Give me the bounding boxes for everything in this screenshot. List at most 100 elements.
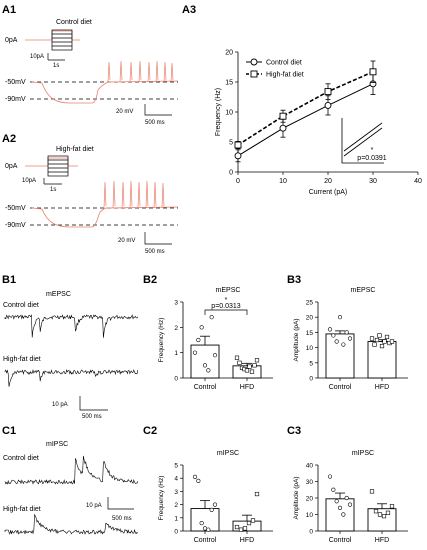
b1-title: mEPSC bbox=[46, 291, 71, 298]
panel-label-c2: C2 bbox=[143, 425, 157, 437]
a1-diet-label: Control diet bbox=[56, 19, 92, 26]
b2-dot-circle bbox=[209, 315, 214, 320]
b3-chart: mEPSC 0 5 10 15 20 25 Amplitude (pA) Control HFD bbox=[293, 287, 408, 391]
a3-point-square bbox=[369, 68, 377, 76]
a3-x-tick-label: 10 bbox=[279, 178, 287, 185]
b1-traces bbox=[4, 314, 139, 387]
b2-dot-square bbox=[237, 360, 242, 365]
a2-step-ladder bbox=[47, 155, 69, 177]
c2-dot-circle bbox=[192, 474, 198, 479]
a3-inset-axes bbox=[341, 118, 384, 164]
c3-dot-circle bbox=[344, 495, 349, 501]
b1-scalebar bbox=[79, 396, 108, 411]
a2-mv-label: 20 mV bbox=[118, 238, 135, 244]
c2-chart: mIPSC 0 1 2 3 4 5 Frequency (Hz) Control HFD bbox=[158, 450, 273, 544]
c2-dot-square bbox=[242, 526, 248, 531]
panel-label-a2: A2 bbox=[2, 133, 16, 145]
b2-x-tick-label: HFD bbox=[240, 384, 254, 391]
a3-inset-line-control bbox=[343, 127, 383, 157]
c3-title: mIPSC bbox=[352, 450, 374, 457]
c3-y-axis-label: Amplitude (pA) bbox=[293, 477, 300, 520]
a3-series-line-1 bbox=[237, 71, 374, 146]
c1-hfd-label: High-fat diet bbox=[3, 506, 41, 513]
b1-hfd-label: High-fat diet bbox=[3, 356, 41, 363]
a3-x-tick-label: 30 bbox=[369, 178, 377, 185]
a1-mv-label: 20 mV bbox=[116, 109, 133, 115]
c3-dot-circle bbox=[337, 505, 343, 511]
c3-dot-square bbox=[369, 489, 375, 494]
b1-trace-control bbox=[4, 314, 139, 338]
c2-x-tick-label: Control bbox=[194, 537, 217, 544]
b2-dot-square bbox=[254, 358, 260, 363]
a3-chart: 0 5 10 15 20 0 10 20 30 40 Current (pA) Frequency (… bbox=[215, 50, 422, 197]
a2-ms-label: 500 ms bbox=[145, 249, 165, 255]
a1-trace bbox=[31, 80, 179, 104]
a2-trace bbox=[31, 206, 179, 228]
b2-dot-square bbox=[244, 368, 250, 373]
a3-series-line-0 bbox=[237, 83, 374, 157]
a1-spikes bbox=[107, 60, 174, 83]
a2-mv-scalebar bbox=[144, 232, 172, 245]
c3-dot-circle bbox=[327, 474, 333, 479]
c2-dot-circle bbox=[196, 478, 201, 483]
a3-inset-line-hfd bbox=[343, 122, 383, 152]
a2-pa-label: 10pA bbox=[22, 178, 36, 184]
b2-y-axis-label: Frequency (Hz) bbox=[158, 318, 165, 363]
panel-label-a3: A3 bbox=[182, 4, 196, 16]
b2-sig-star: * bbox=[225, 297, 228, 304]
c1-scalebar bbox=[107, 497, 134, 510]
c2-y-tick-label: 4 bbox=[174, 476, 178, 483]
c2-y-tick-label: 3 bbox=[174, 489, 178, 496]
b2-dot-circle bbox=[196, 337, 201, 343]
panel-label-b1: B1 bbox=[2, 274, 16, 286]
b2-dot-square bbox=[249, 369, 255, 374]
b2-y-tick-label: 0 bbox=[174, 376, 178, 383]
b3-dot-circle bbox=[334, 339, 339, 344]
b2-sig-pvalue: p=0.0313 bbox=[211, 303, 240, 310]
b2-x-tick-label: Control bbox=[194, 384, 217, 391]
c3-dot-square bbox=[381, 514, 387, 519]
c3-y-tick-label: 0 bbox=[309, 529, 313, 536]
panel-label-c1: C1 bbox=[2, 425, 16, 437]
a3-y-axis-label: Frequency (Hz) bbox=[215, 88, 222, 136]
b3-y-tick-label: 20 bbox=[306, 315, 314, 322]
c1-control-label: Control diet bbox=[3, 455, 39, 462]
b3-x-tick-label: HFD bbox=[375, 384, 389, 391]
a3-x-tick-label: 40 bbox=[414, 178, 422, 185]
b2-dot-circle bbox=[192, 350, 198, 355]
a3-point-circle bbox=[324, 101, 332, 109]
b3-y-tick-label: 15 bbox=[306, 330, 314, 337]
b3-y-tick-label: 25 bbox=[306, 300, 314, 307]
a2-diet-label: High-fat diet bbox=[56, 146, 94, 153]
a3-x-axis-label: Current (pA) bbox=[309, 189, 348, 196]
c2-x-tick-label: HFD bbox=[240, 537, 254, 544]
a3-legend-marker-square bbox=[250, 70, 258, 78]
a3-inset-star: * bbox=[371, 147, 374, 154]
c2-y-tick-label: 2 bbox=[174, 502, 178, 509]
a1-mv-scalebar bbox=[144, 104, 172, 116]
b3-x-tick-label: Control bbox=[329, 384, 352, 391]
c1-trace-hfd bbox=[4, 514, 139, 535]
c3-bar bbox=[367, 508, 397, 532]
c1-trace-control bbox=[4, 455, 139, 485]
a2-m50-label: -50mV bbox=[5, 205, 26, 212]
b3-dot-square bbox=[384, 334, 390, 340]
a2-zero-label: 0pA bbox=[5, 163, 18, 170]
c2-dot-circle bbox=[206, 527, 211, 532]
a3-point-square bbox=[324, 88, 332, 96]
a3-y-tick-label: 20 bbox=[225, 50, 233, 57]
b2-bar bbox=[190, 344, 220, 379]
a3-y-tick-label: 10 bbox=[225, 110, 233, 117]
b2-y-tick-label: 2 bbox=[174, 325, 178, 332]
b2-title: mEPSC bbox=[216, 287, 241, 294]
c2-title: mIPSC bbox=[217, 450, 239, 457]
a3-x-tick-label: 20 bbox=[324, 178, 332, 185]
c2-dot-square bbox=[254, 491, 260, 497]
b2-sig-bracket bbox=[204, 309, 248, 315]
b2-dot-circle bbox=[212, 353, 218, 358]
b2-y-tick-label: 3 bbox=[174, 300, 178, 307]
c3-y-tick-label: 10 bbox=[306, 512, 314, 519]
panel-label-b3: B3 bbox=[287, 274, 301, 286]
c3-dot-square bbox=[385, 510, 391, 515]
a3-point-square bbox=[234, 141, 242, 149]
